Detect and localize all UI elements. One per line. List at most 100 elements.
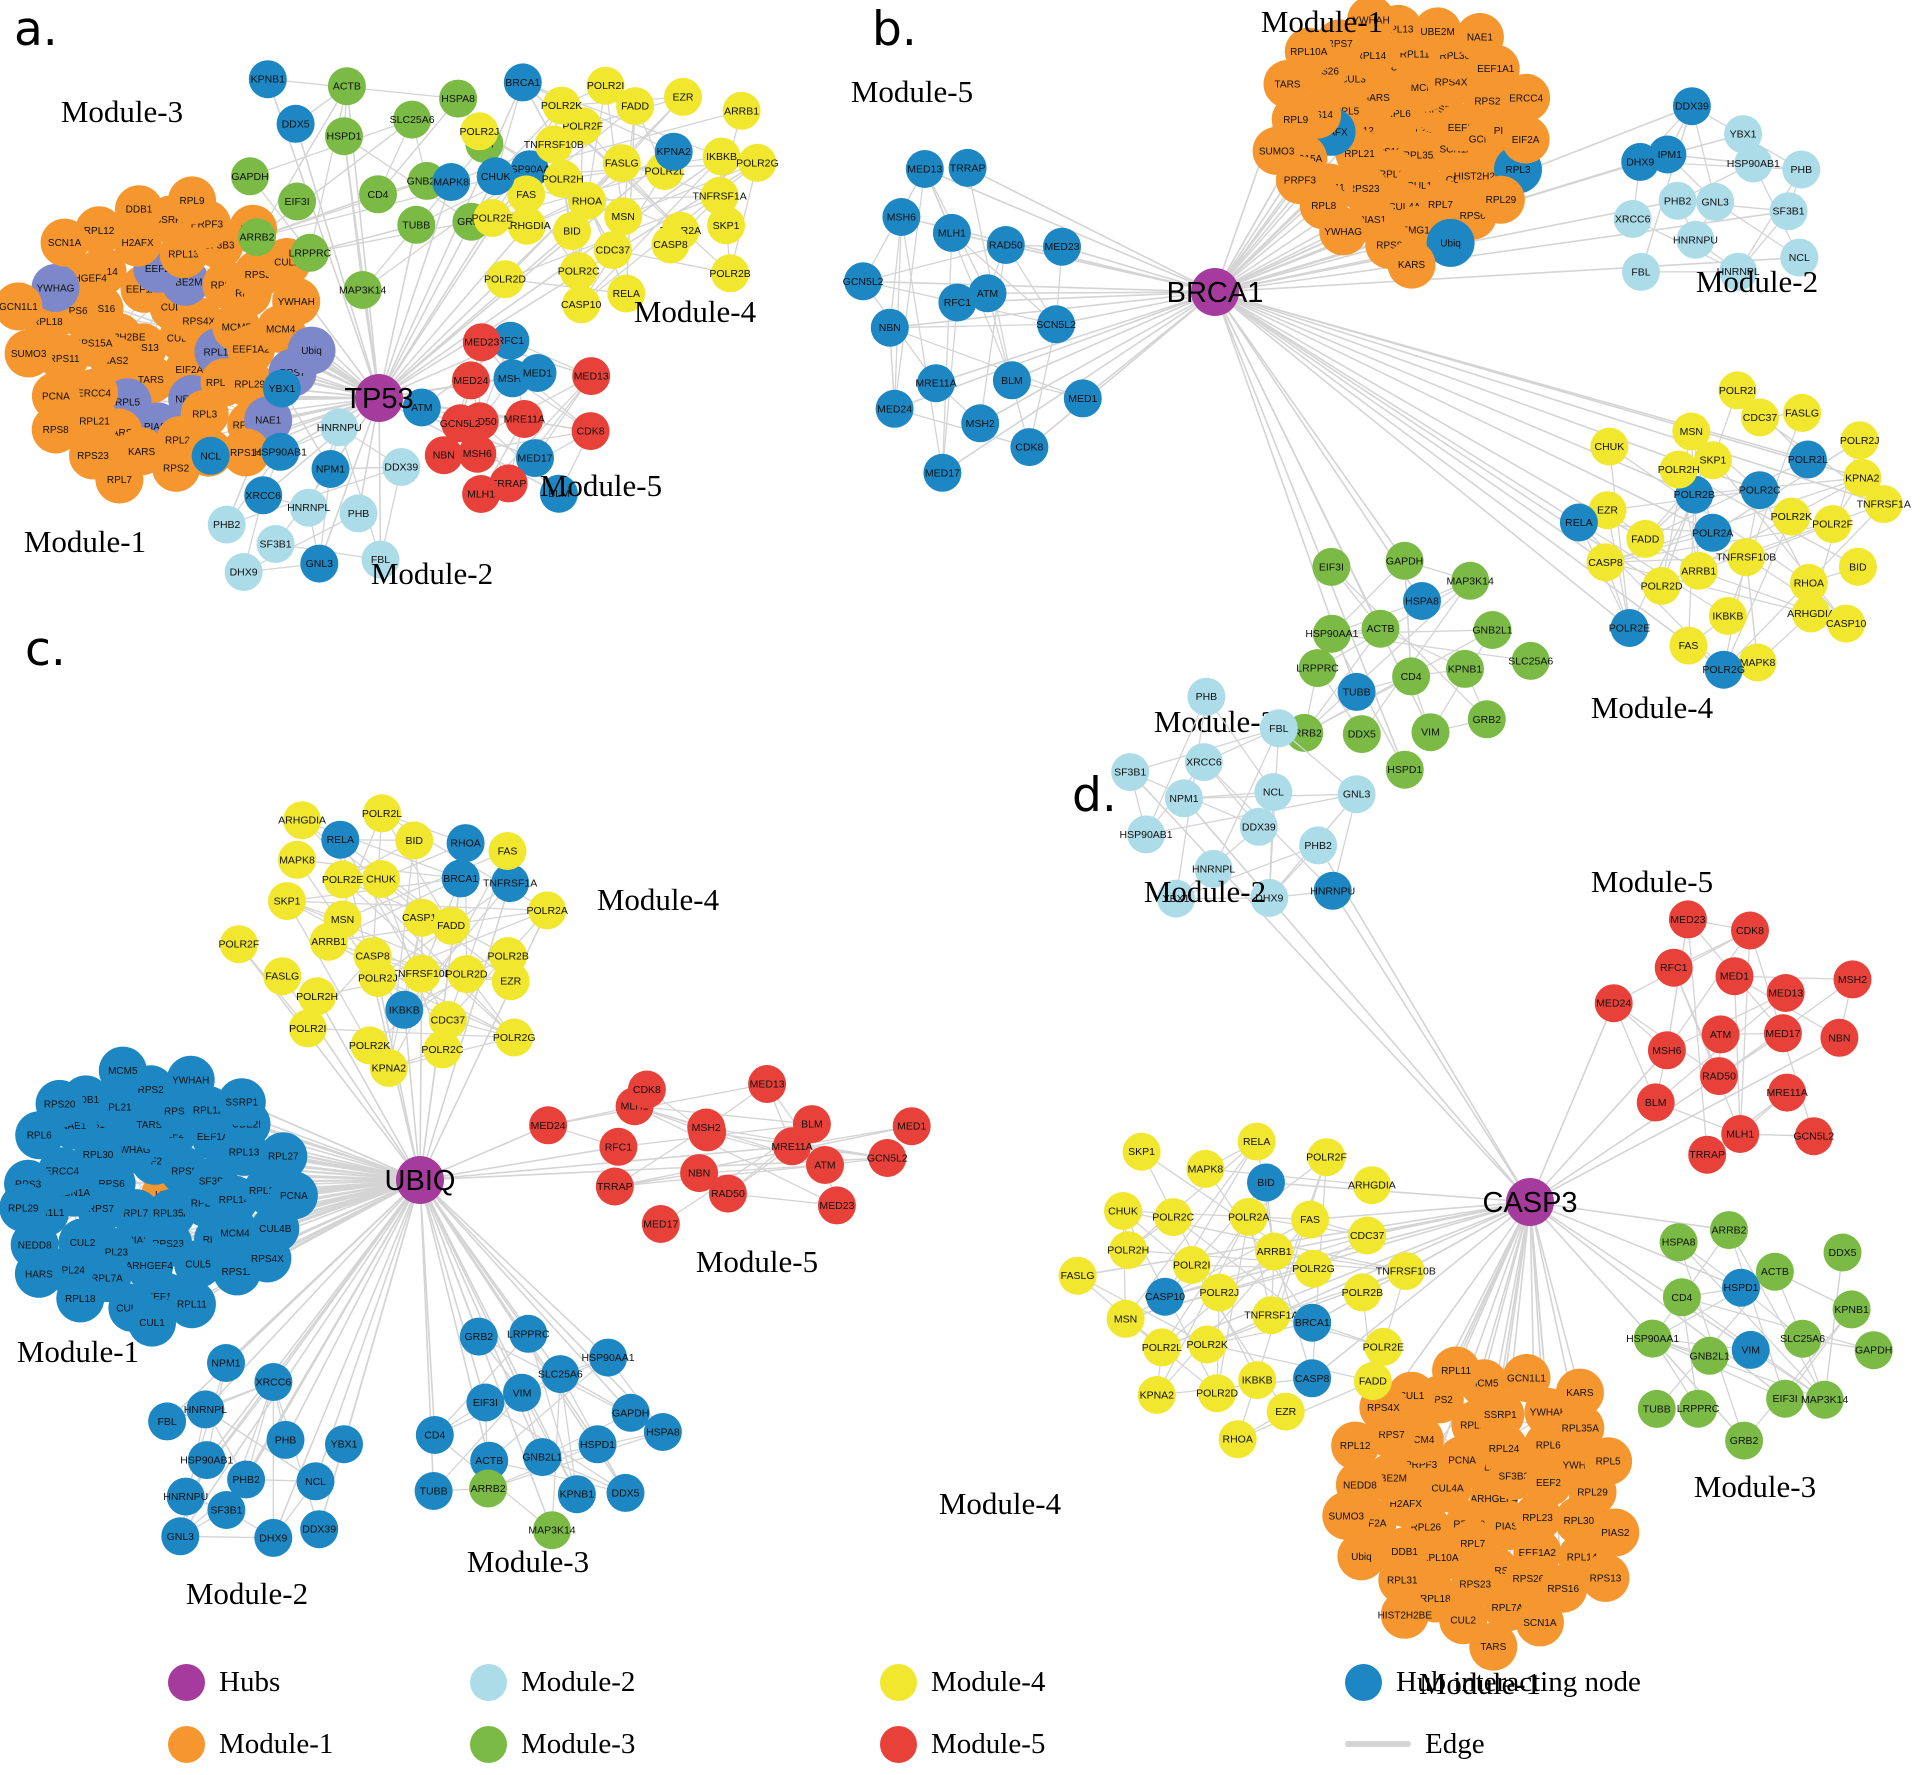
- node-NCL: [1780, 238, 1819, 277]
- node-label: DDX5: [1828, 1247, 1856, 1259]
- node-label: RFC1: [944, 297, 972, 309]
- node-TUBB: [397, 205, 436, 244]
- node-label: NBN: [688, 1168, 710, 1180]
- node-label: POLR2C: [558, 266, 600, 278]
- node-ARHGDIA: [1352, 1166, 1391, 1205]
- node-MED13: [905, 150, 944, 188]
- node-DDX5: [1342, 715, 1381, 754]
- node-POLR2C: [1154, 1198, 1193, 1237]
- node-EIF3I: [1312, 547, 1351, 586]
- node-label: HNRNPL: [1192, 863, 1235, 875]
- node-CD4: [1392, 657, 1431, 696]
- module-label-c-m2: Module-2: [186, 1576, 308, 1611]
- node-label: ARHGDIA: [1787, 608, 1835, 620]
- node-label: UBE2M: [1420, 27, 1454, 38]
- node-label: RPS23: [77, 451, 109, 462]
- node-label: BLM: [1645, 1097, 1667, 1109]
- node-RELA: [607, 274, 646, 313]
- node-SLC25A6: [1783, 1319, 1822, 1358]
- node-label: POLR2D: [1641, 581, 1683, 593]
- node-label: PIAS1: [144, 422, 173, 433]
- node-POLR2G: [495, 1018, 534, 1057]
- node-FADD: [432, 906, 471, 945]
- node-SUMO3: [4, 329, 53, 378]
- node-BRCA1: [503, 63, 542, 102]
- node-label: MLH1: [467, 489, 495, 501]
- node-label: CUL2: [274, 258, 300, 269]
- node-label: POLR2F: [562, 121, 603, 133]
- node-POLR2J: [1200, 1273, 1239, 1312]
- node-label: GAPDH: [1855, 1345, 1892, 1357]
- node-label: MLH1: [1726, 1129, 1754, 1141]
- node-label: ARRB1: [1257, 1246, 1292, 1258]
- node-label: PRPF3: [1284, 176, 1317, 187]
- node-label: POLR2K: [541, 100, 582, 112]
- node-label: RPS26: [1513, 1574, 1545, 1585]
- node-SF3B1: [256, 525, 295, 563]
- node-label: GNB2L1: [1472, 625, 1512, 637]
- node-label: RPS7: [1379, 1430, 1406, 1441]
- node-MCM5: [98, 1046, 147, 1095]
- node-CASP10: [562, 285, 601, 324]
- node-KARS: [1555, 1368, 1604, 1417]
- module-label-a-m4: Module-4: [634, 294, 757, 329]
- node-label: RPS20: [44, 1099, 76, 1110]
- node-POLR2I: [1718, 371, 1757, 410]
- node-label: MAP3K14: [1801, 1394, 1848, 1406]
- node-label: IKBKB: [706, 151, 737, 163]
- node-label: FASLG: [1785, 407, 1819, 419]
- node-XRCC6: [244, 476, 283, 515]
- node-HSPD1: [1385, 750, 1424, 789]
- node-TNFRSF1A: [1252, 1296, 1291, 1335]
- node-label: DDX39: [302, 1524, 336, 1536]
- node-label: DHX9: [230, 567, 258, 579]
- node-SKP1: [268, 882, 306, 921]
- node-FBL: [361, 540, 400, 579]
- node-label: TARS: [136, 1120, 162, 1131]
- node-label: GCN5L2: [1793, 1131, 1834, 1143]
- node-label: ARHGDIA: [503, 220, 551, 232]
- node-label: RFC1: [497, 335, 525, 347]
- node-EIF3I: [1766, 1379, 1805, 1418]
- node-MED23: [1043, 227, 1081, 266]
- node-label: RPS16: [164, 1106, 196, 1117]
- node-label: MLH1: [938, 227, 966, 239]
- node-DHX9: [254, 1518, 293, 1557]
- node-SUMO3: [1252, 126, 1301, 175]
- node-MED13: [572, 357, 611, 396]
- node-label: POLR2E: [1363, 1341, 1404, 1353]
- hub-node-BRCA1: [1191, 268, 1239, 316]
- node-ARRB2: [1710, 1211, 1748, 1250]
- node-RPL9: [168, 176, 216, 225]
- node-KPNA2: [654, 132, 693, 171]
- node-label: POLR2I: [1719, 385, 1756, 397]
- node-label: HSPD1: [1723, 1282, 1758, 1294]
- node-label: POLR2H: [1107, 1245, 1149, 1257]
- node-ATM: [1701, 1015, 1740, 1054]
- node-label: RFC1: [605, 1141, 633, 1153]
- node-RPL11: [1432, 1346, 1481, 1395]
- node-label: HSPA8: [441, 93, 475, 105]
- node-MED13: [748, 1065, 787, 1103]
- node-label: SCN5L2: [1036, 319, 1076, 331]
- node-TNFRSF10B: [534, 125, 573, 164]
- node-label: RPS2: [163, 463, 190, 474]
- node-TRRAP: [948, 148, 987, 187]
- node-label: Ubiq: [1351, 1552, 1372, 1563]
- node-label: RELA: [327, 834, 354, 846]
- node-YWHAH: [1347, 0, 1396, 44]
- node-ARRB1: [1255, 1232, 1294, 1271]
- node-NPM1: [207, 1344, 245, 1382]
- node-label: XRCC6: [1615, 213, 1651, 225]
- node-label: RPS26: [1307, 67, 1339, 78]
- node-label: TARS: [138, 375, 164, 386]
- node-EZR: [664, 77, 702, 116]
- node-label: SKP1: [713, 220, 740, 232]
- node-HNRNPU: [1676, 220, 1715, 259]
- node-label: HSP90AA1: [503, 164, 556, 176]
- node-POLR2E: [1364, 1327, 1403, 1366]
- node-ATM: [968, 274, 1007, 313]
- node-label: KPNB1: [1448, 663, 1483, 675]
- node-label: POLR2L: [1142, 1342, 1182, 1354]
- node-label: NAE1: [60, 1121, 87, 1132]
